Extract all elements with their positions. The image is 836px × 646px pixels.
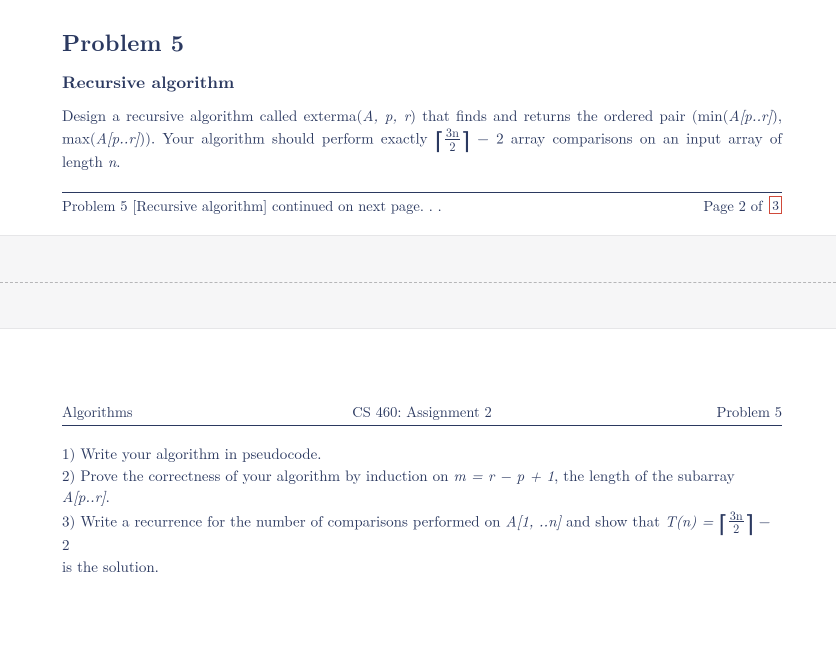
- page-pre: Page 2 of: [703, 196, 762, 216]
- t2-m: m = r − p + 1: [453, 465, 554, 486]
- body-mid3: )). Your algorithm should perform exactl…: [139, 128, 435, 149]
- page-3-top-margin: [0, 329, 836, 403]
- task-3: 3) Write a recurrence for the number of …: [62, 509, 782, 555]
- arr2: A[p..r]: [96, 128, 140, 149]
- t3-pre: 3) Write a recurrence for the number of …: [62, 511, 505, 532]
- arr1: A[p..r]: [728, 105, 772, 126]
- header-center: CS 460: Assignment 2: [302, 403, 542, 423]
- page-link[interactable]: 3: [769, 196, 782, 214]
- frac-den-1: 2: [445, 140, 460, 152]
- fraction-1: 3n2: [444, 126, 461, 152]
- page-number: Page 2 of 3: [703, 197, 782, 217]
- body-pre: Design a recursive algorithm called exte…: [62, 105, 362, 126]
- task-list: 1) Write your algorithm in pseudocode. 2…: [62, 444, 782, 577]
- page-3-header: Algorithms CS 460: Assignment 2 Problem …: [62, 403, 782, 423]
- problem-subtitle: Recursive algorithm: [62, 71, 782, 94]
- task-1: 1) Write your algorithm in pseudocode.: [62, 444, 782, 464]
- header-left: Algorithms: [62, 403, 302, 423]
- footer-rule: [62, 192, 782, 193]
- t2-post: .: [106, 486, 110, 507]
- task-2: 2) Prove the correctness of your algorit…: [62, 466, 782, 507]
- document-page: Problem 5 Recursive algorithm Design a r…: [0, 0, 836, 625]
- args: A, p, r: [362, 105, 410, 126]
- bottom-spacer: [0, 597, 836, 625]
- page-2-footer: Problem 5 [Recursive algorithm] continue…: [62, 197, 782, 217]
- header-rule: [62, 425, 782, 426]
- frac-den-2: 2: [729, 522, 744, 534]
- t3-T: T(n) =: [665, 511, 719, 532]
- task-3b: is the solution.: [62, 557, 782, 577]
- t2-arr: A[p..r]: [62, 486, 106, 507]
- problem-title: Problem 5: [62, 26, 782, 57]
- page-gap: [0, 235, 836, 329]
- page-2-bottom: Problem 5 Recursive algorithm Design a r…: [0, 0, 836, 235]
- t3-A: A[1, ..n]: [505, 511, 561, 532]
- continued-text: Problem 5 [Recursive algorithm] continue…: [62, 197, 442, 217]
- fraction-2: 3n2: [728, 509, 745, 535]
- period: .: [116, 151, 120, 172]
- t3-mid: and show that: [561, 511, 665, 532]
- t2-mid: , the length of the subarray: [554, 465, 735, 486]
- problem-body: Design a recursive algorithm called exte…: [62, 106, 782, 172]
- header-right: Problem 5: [542, 403, 782, 423]
- t2-pre: 2) Prove the correctness of your algorit…: [62, 465, 453, 486]
- page-3-top: Algorithms CS 460: Assignment 2 Problem …: [0, 403, 836, 597]
